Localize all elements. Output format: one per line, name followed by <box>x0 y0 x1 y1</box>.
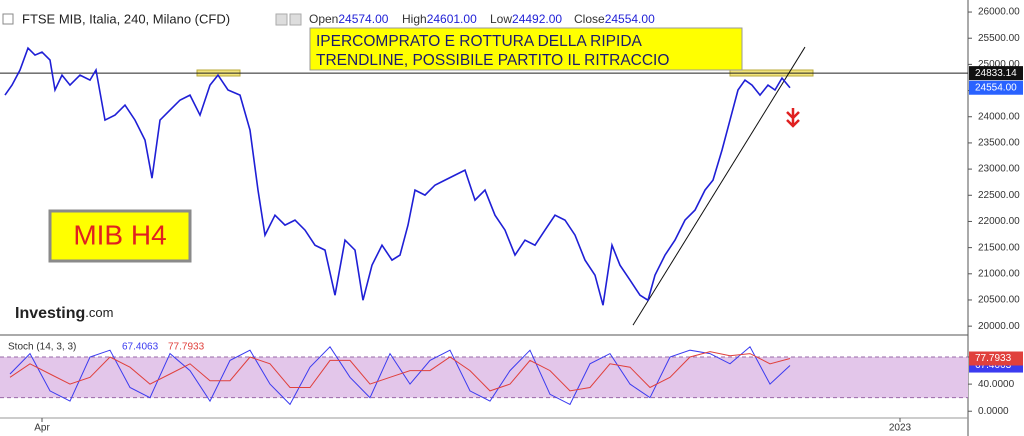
ohlc-value: 24574.00 <box>338 12 388 26</box>
last-price-box <box>969 80 1023 95</box>
instrument-title: FTSE MIB, Italia, 240, Milano (CFD) <box>22 11 230 26</box>
legend-value: 67.4063 <box>122 342 159 353</box>
settings-icon[interactable] <box>275 13 288 26</box>
ohlc-field: Low24492.00 <box>490 12 562 26</box>
last-price-label: 24554.00 <box>975 82 1017 93</box>
y-tick-label: 25000.00 <box>978 59 1020 70</box>
brand-suffix: .com <box>85 305 113 320</box>
y-tick-label: 26000.00 <box>978 7 1020 18</box>
badge-box <box>48 209 192 263</box>
series-line <box>9 351 791 392</box>
ohlc-field: Close24554.00 <box>574 12 655 26</box>
annotation-box <box>309 27 743 71</box>
legend-value: 77.7933 <box>168 342 205 353</box>
ohlc-value: 24601.00 <box>427 12 477 26</box>
x-tick-label: 2023 <box>889 423 912 434</box>
brand-logo: Investing.com <box>15 305 113 322</box>
badge-text: MIB H4 <box>73 219 166 250</box>
series-line <box>4 46 791 306</box>
close-icon[interactable] <box>289 13 302 26</box>
brand: Investing <box>15 305 85 322</box>
y-tick-label: 25500.00 <box>978 33 1020 44</box>
y-tick-label: 0.0000 <box>978 406 1009 417</box>
y-tick-label: 21500.00 <box>978 242 1020 253</box>
y-tick-label: 23500.00 <box>978 138 1020 149</box>
y-tick-label: 22000.00 <box>978 216 1020 227</box>
ohlc-label: Close <box>574 12 605 26</box>
last-value-box <box>969 351 1023 366</box>
last-value-label: 67.4063 <box>975 360 1012 371</box>
annotation-line: TRENDLINE, POSSIBILE PARTITO IL RITRACCI… <box>316 52 669 69</box>
ohlc-label: High <box>402 12 427 26</box>
y-tick-label: 40.0000 <box>978 379 1015 390</box>
y-tick-label: 23000.00 <box>978 164 1020 175</box>
ohlc-field: Open24574.00 <box>309 12 389 26</box>
overbought-band <box>0 357 968 398</box>
y-tick-label: 22500.00 <box>978 190 1020 201</box>
series-line <box>9 346 791 406</box>
y-tick-label: 20500.00 <box>978 295 1020 306</box>
y-tick-label: 21000.00 <box>978 268 1020 279</box>
indicator-title: Stoch (14, 3, 3) <box>8 342 76 353</box>
trendline <box>632 46 806 326</box>
annotation-line: IPERCOMPRATO E ROTTURA DELLA RIPIDA <box>316 33 643 50</box>
collapse-icon[interactable] <box>2 13 14 25</box>
ohlc-value: 24492.00 <box>512 12 562 26</box>
ohlc-field: High24601.00 <box>402 12 477 26</box>
level-label: 24833.14 <box>975 68 1017 79</box>
ohlc-value: 24554.00 <box>605 12 655 26</box>
ohlc-label: Low <box>490 12 512 26</box>
y-tick-label: 24000.00 <box>978 111 1020 122</box>
last-value-label: 77.7933 <box>975 353 1012 364</box>
y-tick-label: 20000.00 <box>978 321 1020 332</box>
x-tick-label: Apr <box>34 423 50 434</box>
ohlc-label: Open <box>309 12 338 26</box>
down-arrow <box>786 108 800 128</box>
level-label-box <box>969 66 1023 81</box>
